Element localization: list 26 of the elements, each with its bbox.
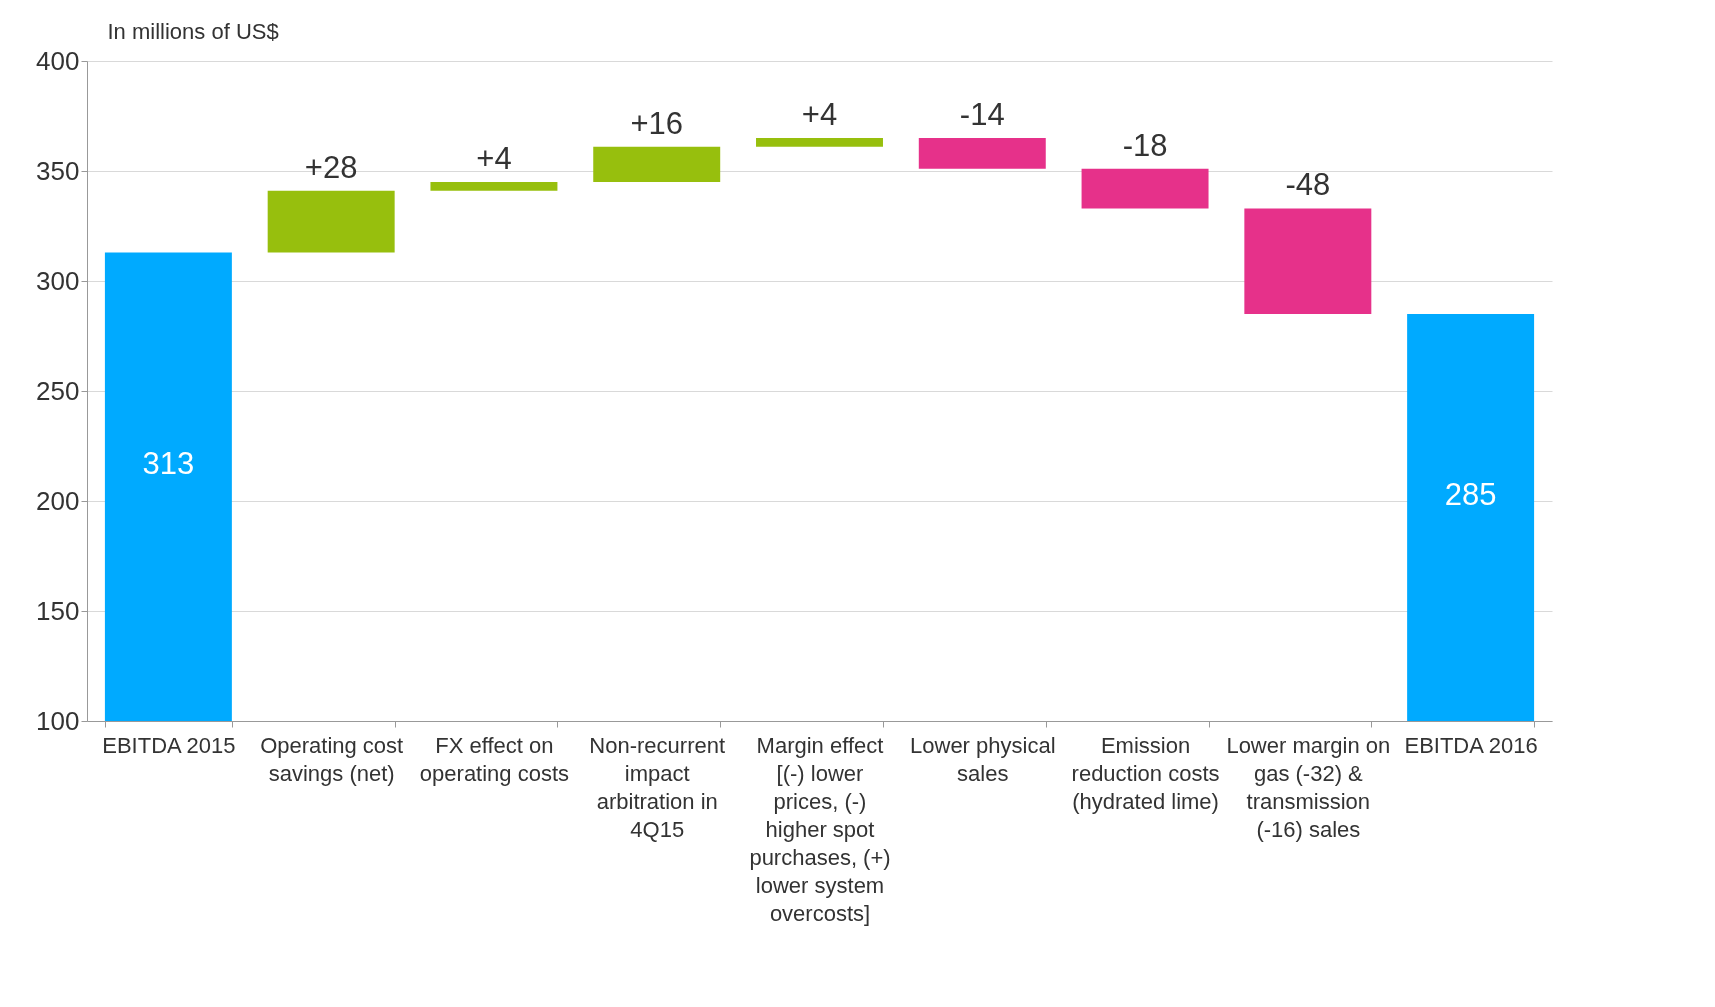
y-tick-label: 350 bbox=[36, 155, 80, 186]
y-tick-label: 250 bbox=[36, 375, 80, 406]
data-label: +16 bbox=[630, 105, 684, 141]
x-tick-label: Lower margin on gas (-32) & transmission (-16) sales bbox=[1226, 732, 1391, 842]
data-label: -14 bbox=[959, 97, 1005, 132]
data-label: -48 bbox=[1285, 167, 1331, 203]
x-tick-label: Non-recurrent impact arbitration in 4Q15 bbox=[589, 732, 726, 842]
data-label: +28 bbox=[304, 149, 358, 185]
x-tick-label: EBITDA 2016 bbox=[1404, 732, 1538, 758]
data-label: 313 bbox=[142, 445, 195, 481]
x-tick-label: FX effect on operating costs bbox=[419, 732, 570, 786]
x-tick-label: Emission reduction costs (hydrated lime) bbox=[1071, 732, 1220, 814]
data-label: +4 bbox=[801, 97, 838, 132]
y-axis-title: In millions of US$ bbox=[107, 18, 279, 44]
y-tick-label: 200 bbox=[36, 485, 80, 516]
x-tick-label: EBITDA 2015 bbox=[102, 732, 236, 758]
y-tick-label: 100 bbox=[36, 705, 80, 736]
y-tick-label: 300 bbox=[36, 265, 80, 296]
data-label: -18 bbox=[1122, 127, 1168, 163]
data-label: +4 bbox=[476, 141, 512, 176]
y-tick-label: 150 bbox=[36, 595, 80, 626]
x-tick-label: Lower physical sales bbox=[910, 732, 1056, 786]
x-tick-label: Operating cost savings (net) bbox=[260, 732, 404, 786]
x-tick-label: Margin effect [(-) lower prices, (-) higher spot purchases, (+) lower system overcosts] bbox=[749, 732, 891, 926]
y-tick-label: 400 bbox=[36, 45, 80, 76]
data-label: 285 bbox=[1444, 476, 1497, 512]
